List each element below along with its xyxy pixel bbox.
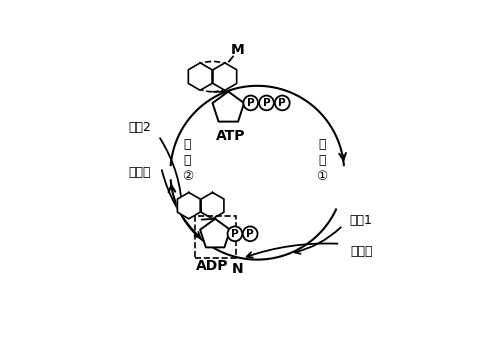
Text: M: M bbox=[230, 43, 244, 57]
Text: P: P bbox=[278, 98, 286, 108]
Text: 能量1: 能量1 bbox=[349, 214, 372, 227]
Text: P: P bbox=[262, 98, 270, 108]
Polygon shape bbox=[212, 92, 243, 122]
Polygon shape bbox=[177, 193, 200, 219]
Circle shape bbox=[242, 226, 257, 241]
Text: 能量2: 能量2 bbox=[128, 121, 151, 134]
Circle shape bbox=[243, 95, 258, 110]
Text: ATP: ATP bbox=[216, 129, 245, 143]
Text: P: P bbox=[230, 229, 238, 239]
Text: P: P bbox=[246, 98, 254, 108]
Circle shape bbox=[259, 95, 274, 110]
Polygon shape bbox=[201, 193, 223, 219]
Polygon shape bbox=[212, 63, 236, 90]
Text: 过
程
②: 过 程 ② bbox=[181, 139, 193, 183]
Circle shape bbox=[227, 226, 242, 241]
Polygon shape bbox=[188, 63, 211, 90]
Text: 物质乙: 物质乙 bbox=[129, 166, 151, 179]
Polygon shape bbox=[200, 219, 230, 247]
Text: 过
程
①: 过 程 ① bbox=[316, 139, 327, 183]
Circle shape bbox=[275, 95, 289, 110]
Text: N: N bbox=[231, 262, 243, 276]
Text: ADP: ADP bbox=[196, 259, 228, 273]
Text: 物质甲: 物质甲 bbox=[349, 245, 372, 258]
Text: P: P bbox=[246, 229, 254, 239]
